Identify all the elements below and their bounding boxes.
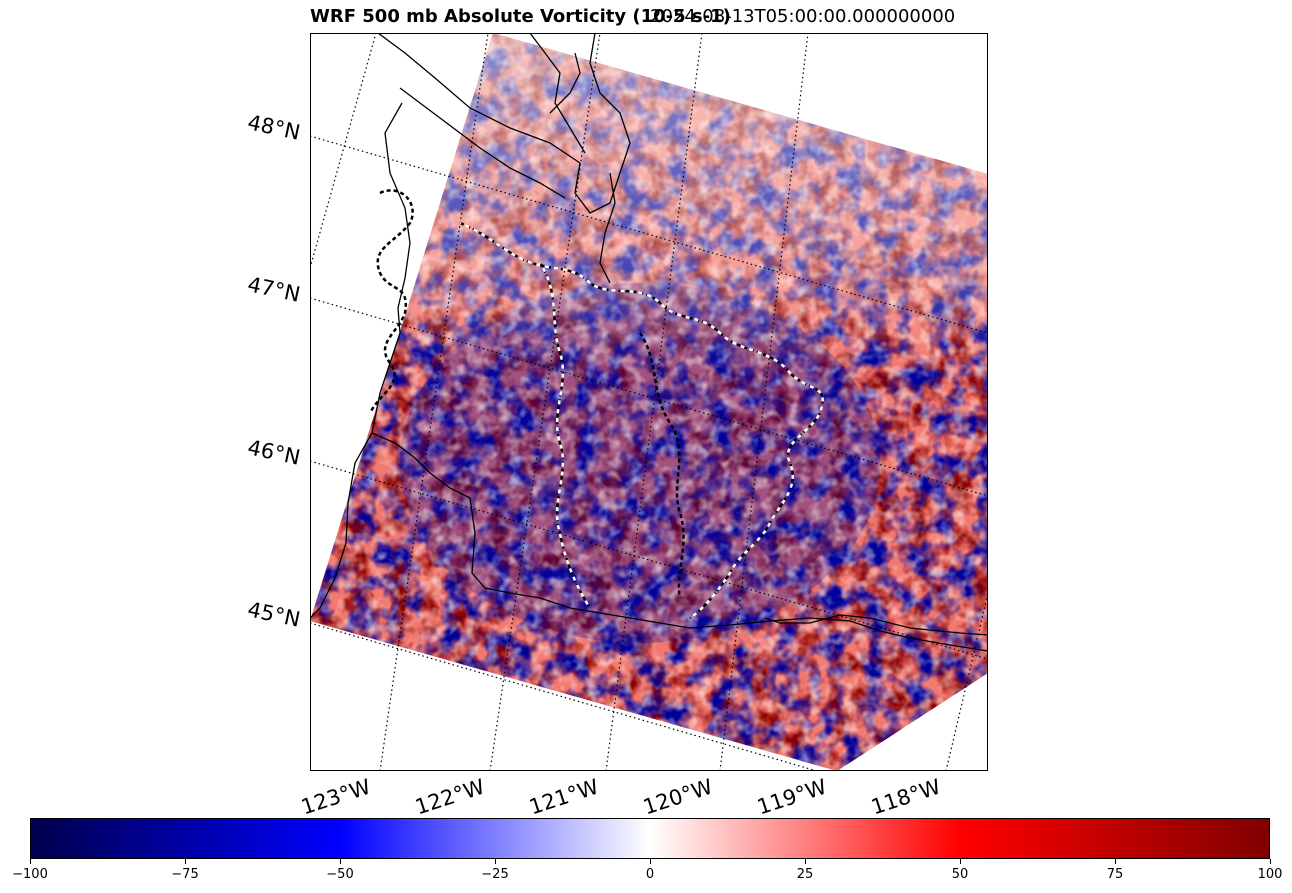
vorticity-field <box>310 33 988 771</box>
colorbar-tick-label: −100 <box>12 867 48 882</box>
colorbar-tick <box>804 859 806 864</box>
colorbar-tick-label: −25 <box>481 867 509 882</box>
lon-label-121: 121°W <box>526 774 602 820</box>
plot-title: WRF 500 mb Absolute Vorticity (10-5 s-1) <box>310 6 731 27</box>
lat-label-46: 46°N <box>245 435 303 470</box>
map-panel <box>310 33 988 771</box>
lon-label-118: 118°W <box>868 774 944 820</box>
colorbar-tick-label: 25 <box>796 867 814 882</box>
colorbar-tick <box>959 859 961 864</box>
zero-contour <box>368 189 824 620</box>
colorbar-tick-label: 0 <box>645 867 655 882</box>
colorbar-tick-label: 50 <box>951 867 969 882</box>
colorbar-tick <box>494 859 496 864</box>
map-border <box>310 33 988 771</box>
colorbar-tick-label: 100 <box>1257 867 1283 882</box>
colorbar <box>30 818 1270 859</box>
lat-label-48: 48°N <box>245 110 303 145</box>
colorbar-tick <box>29 859 31 864</box>
colorbar-tick-label: −50 <box>326 867 354 882</box>
colorbar-tick-label: 75 <box>1106 867 1124 882</box>
colorbar-tick <box>649 859 651 864</box>
lat-label-47: 47°N <box>245 272 303 307</box>
lon-label-120: 120°W <box>640 774 716 820</box>
colorbar-tick-label: −75 <box>171 867 199 882</box>
lon-label-119: 119°W <box>754 774 830 820</box>
colorbar-tick <box>1114 859 1116 864</box>
lon-label-122: 122°W <box>412 774 488 820</box>
lat-label-45: 45°N <box>245 597 303 632</box>
lon-label-123: 123°W <box>298 774 374 820</box>
colorbar-tick <box>184 859 186 864</box>
colorbar-tick <box>1269 859 1271 864</box>
map-svg <box>310 33 988 771</box>
plot-valid-time: 2024-08-13T05:00:00.000000000 <box>650 6 956 27</box>
colorbar-tick <box>339 859 341 864</box>
gridlines <box>310 33 988 771</box>
